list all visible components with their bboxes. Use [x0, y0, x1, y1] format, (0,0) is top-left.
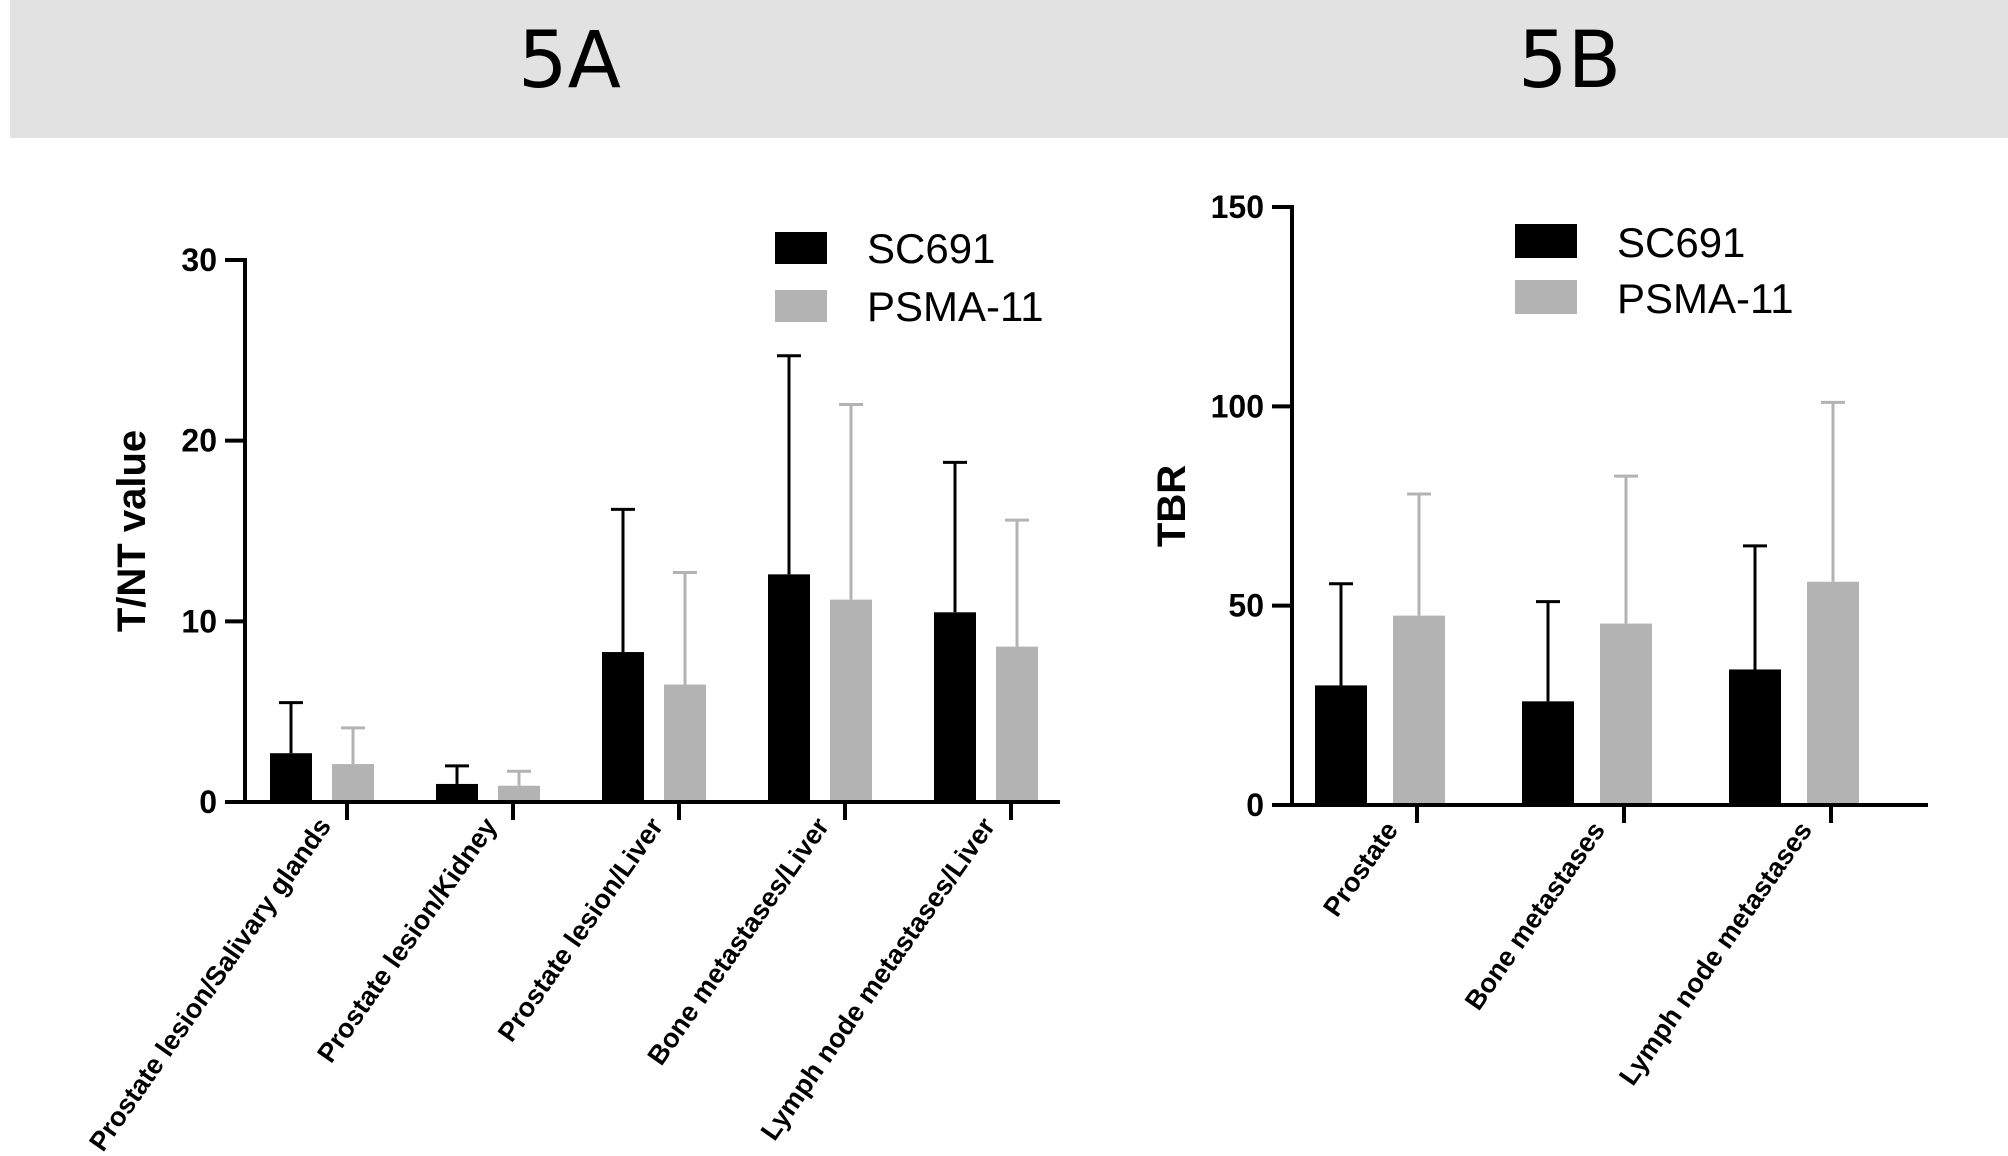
bar-sc691-1	[1315, 685, 1367, 805]
bar-sc691-4	[768, 574, 810, 802]
bar-psma11-3	[1807, 581, 1859, 805]
y-tick-label-10: 10	[181, 603, 217, 639]
bar-sc691-3	[1729, 669, 1781, 805]
y-tick-label-0: 0	[199, 784, 217, 820]
bar-sc691-5	[934, 612, 976, 802]
category-label-3: Lymph node metastases	[1613, 816, 1818, 1091]
category-label-2: Bone metastases	[1459, 816, 1611, 1015]
bar-psma11-1	[332, 764, 374, 802]
category-label-3: Prostate lesion/Liver	[492, 812, 669, 1047]
y-tick-label-0: 0	[1246, 787, 1264, 823]
y-tick-label-50: 50	[1228, 588, 1264, 624]
legend-swatch-sc691	[775, 232, 827, 264]
category-label-1: Prostate	[1317, 816, 1404, 922]
bar-sc691-3	[602, 652, 644, 802]
category-label-2: Prostate lesion/Kidney	[311, 812, 503, 1068]
panel-label-5b: 5B	[1518, 16, 1622, 106]
panel-label-5a: 5A	[518, 16, 621, 106]
bar-psma11-2	[1600, 623, 1652, 805]
legend-swatch-sc691	[1515, 224, 1577, 258]
y-tick-label-20: 20	[181, 423, 217, 459]
legend-label-sc691: SC691	[867, 225, 995, 272]
legend-swatch-psma11	[1515, 280, 1577, 314]
y-axis-label: TBR	[1150, 465, 1194, 547]
y-tick-label-30: 30	[181, 242, 217, 278]
bar-psma11-1	[1393, 615, 1445, 805]
bar-psma11-5	[996, 646, 1038, 802]
bar-psma11-2	[498, 785, 540, 802]
bar-psma11-4	[830, 599, 872, 802]
bar-sc691-2	[1522, 701, 1574, 805]
bar-psma11-3	[664, 684, 706, 802]
y-tick-label-150: 150	[1211, 189, 1264, 225]
chart-5a: Prostate lesion/Salivary glandsProstate …	[83, 225, 1060, 1156]
y-tick-label-100: 100	[1211, 388, 1264, 424]
legend-label-psma11: PSMA-11	[1617, 275, 1794, 322]
category-label-1: Prostate lesion/Salivary glands	[83, 812, 337, 1156]
legend-swatch-psma11	[775, 290, 827, 322]
legend-label-psma11: PSMA-11	[867, 283, 1044, 330]
category-label-4: Bone metastases/Liver	[642, 812, 836, 1071]
bar-sc691-2	[436, 783, 478, 802]
bar-sc691-1	[270, 753, 312, 802]
header-band	[10, 0, 2008, 138]
chart-5b: Prostate Bone metastases Lymph node metast…	[1150, 189, 1928, 1091]
y-axis-label: T/NT value	[110, 430, 154, 632]
legend-label-sc691: SC691	[1617, 219, 1745, 266]
